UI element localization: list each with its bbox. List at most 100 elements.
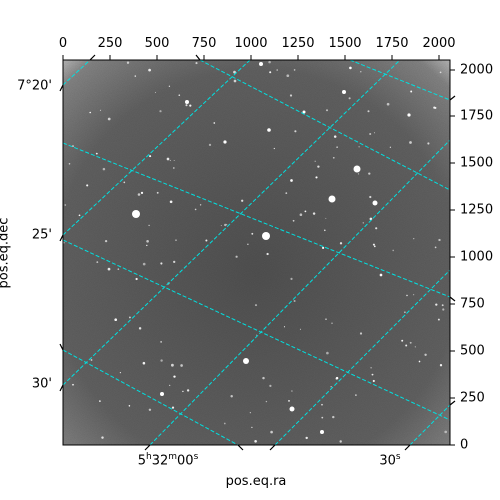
star: [251, 426, 253, 429]
star: [146, 244, 148, 247]
world-axis-ticks: [59, 54, 456, 451]
star: [435, 303, 438, 306]
star: [441, 304, 444, 307]
right-axis-ticks: [450, 69, 455, 446]
star: [182, 390, 184, 393]
star: [407, 113, 411, 117]
star: [148, 408, 152, 412]
dec-tick-label: 7°20': [17, 78, 52, 94]
right-tick-label: 0: [460, 437, 469, 453]
star: [332, 156, 335, 159]
star: [333, 135, 337, 138]
star: [205, 239, 208, 242]
star: [171, 363, 174, 367]
star: [173, 260, 176, 264]
star: [331, 322, 333, 324]
star: [148, 224, 150, 227]
grid-line: [409, 404, 450, 445]
star: [185, 100, 189, 104]
grid-line: [63, 239, 450, 421]
star: [358, 146, 360, 148]
star: [137, 193, 141, 196]
star: [335, 376, 339, 380]
star: [172, 167, 175, 169]
top-tick-label: 0: [58, 36, 68, 51]
star: [373, 132, 376, 134]
right-tick-label: 2000: [460, 62, 494, 78]
star: [427, 142, 430, 145]
star: [339, 242, 343, 245]
dec-tick-label: 25': [31, 227, 52, 243]
star: [320, 430, 324, 434]
star: [386, 102, 390, 106]
star: [348, 97, 351, 100]
coordinate-grid: [63, 60, 450, 445]
top-tick-label: 1000: [234, 36, 268, 51]
star: [325, 217, 327, 219]
star: [156, 191, 159, 194]
star: [389, 146, 392, 148]
star: [405, 344, 408, 347]
star: [160, 262, 163, 265]
star: [321, 403, 323, 406]
star: [254, 439, 257, 443]
grid-line: [63, 349, 239, 445]
star: [160, 341, 162, 343]
star: [330, 386, 332, 388]
grid-line: [63, 142, 450, 298]
star: [160, 359, 163, 362]
stars-layer: [63, 60, 448, 443]
star: [424, 353, 427, 356]
star: [328, 195, 336, 203]
grid-line: [63, 60, 91, 86]
grid-line: [63, 60, 401, 386]
star: [173, 159, 175, 162]
star: [269, 71, 272, 74]
right-tick-label: 1250: [460, 202, 494, 218]
star: [223, 422, 226, 425]
dec-tick-label: 30': [31, 376, 52, 392]
star: [359, 332, 363, 335]
star: [90, 359, 93, 361]
star: [439, 364, 443, 367]
star: [119, 372, 121, 374]
star: [255, 334, 257, 336]
star: [339, 440, 342, 443]
star: [268, 60, 271, 64]
grid-line: [199, 60, 450, 191]
star: [72, 145, 74, 148]
star: [89, 111, 91, 114]
star: [140, 191, 144, 195]
star: [292, 219, 295, 222]
star: [353, 165, 361, 173]
star: [95, 152, 98, 155]
star: [293, 300, 296, 302]
top-tick-label: 500: [144, 36, 170, 51]
star: [285, 192, 288, 194]
right-tick-label: 1750: [460, 108, 494, 124]
star: [355, 394, 357, 396]
star: [126, 61, 130, 64]
star: [315, 176, 318, 179]
star: [418, 360, 421, 363]
star: [369, 217, 373, 221]
star: [324, 229, 326, 232]
star: [373, 245, 376, 248]
star: [169, 384, 171, 386]
star: [247, 243, 249, 245]
star: [438, 238, 441, 242]
star: [189, 104, 192, 107]
grid-line: [149, 139, 450, 445]
star: [401, 339, 404, 342]
star: [86, 184, 89, 187]
top-axis-ticks: [62, 55, 440, 60]
star: [392, 249, 394, 252]
star: [372, 243, 375, 246]
right-tick-label: 1500: [460, 155, 494, 171]
star: [230, 395, 233, 398]
star: [104, 239, 108, 243]
star: [290, 277, 293, 280]
star: [142, 361, 146, 365]
star: [213, 122, 216, 124]
ra-tick-label-2: 30s: [379, 452, 401, 469]
